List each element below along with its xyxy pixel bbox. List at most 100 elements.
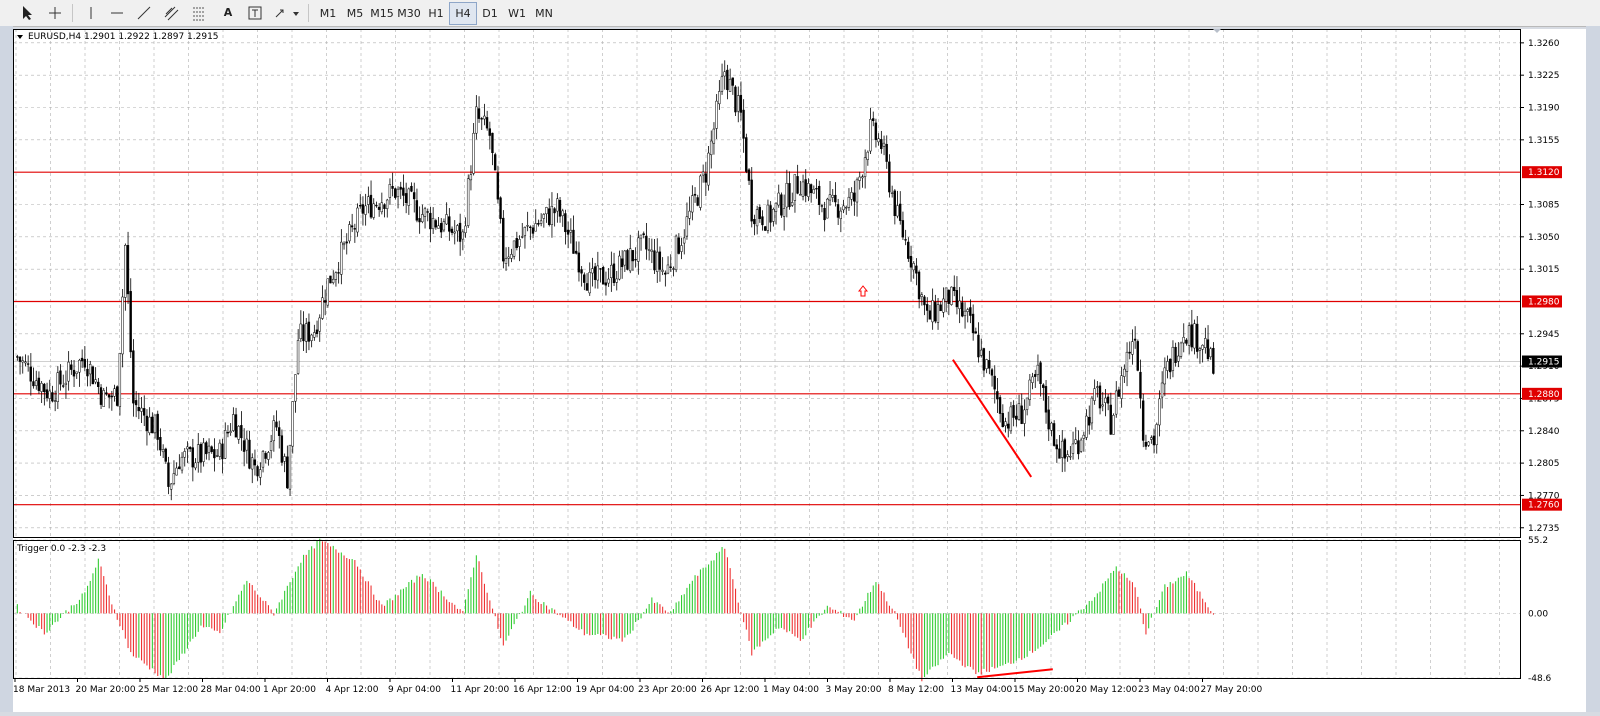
candle-bear xyxy=(1055,444,1058,450)
text-label-tool-button[interactable] xyxy=(244,2,266,23)
candle-bear xyxy=(1174,346,1177,363)
timeframe-m30-button[interactable]: M30 xyxy=(397,7,421,20)
timeframe-w1-button[interactable]: W1 xyxy=(508,7,526,20)
candle-bear xyxy=(226,432,230,434)
candle-bear xyxy=(361,204,365,214)
level-price-tag xyxy=(1522,498,1562,511)
candle-bull xyxy=(56,372,59,402)
candle-bull xyxy=(1163,367,1166,385)
current-price-tag xyxy=(1522,355,1562,368)
candle-bear xyxy=(583,274,586,283)
price-tick-label: 1.3190 xyxy=(1528,104,1560,114)
equidistant-channel-tool-button[interactable] xyxy=(160,2,184,23)
candle-bear xyxy=(634,259,637,261)
candle-bear xyxy=(907,241,910,259)
candle-bear xyxy=(580,269,583,274)
candle-bear xyxy=(574,250,578,254)
candle-bull xyxy=(507,256,510,259)
candle-bear xyxy=(909,255,913,268)
candle-bull xyxy=(1201,344,1204,350)
chart-canvas[interactable]: 1.3260 1.3225 1.3190 1.3155 1.3085 1.3050 1.30… xyxy=(13,29,1586,712)
candle-bull xyxy=(1025,397,1029,410)
crosshair-tool-button[interactable] xyxy=(44,2,66,23)
fibonacci-icon xyxy=(193,7,205,20)
candle-bear xyxy=(566,229,570,235)
candle-bear xyxy=(631,250,635,262)
candle-bull xyxy=(348,224,351,242)
price-tick-label: 1.2805 xyxy=(1528,459,1560,469)
candle-bear xyxy=(110,395,113,398)
candle-bull xyxy=(1114,390,1118,415)
candle-bull xyxy=(863,157,867,177)
candle-bull xyxy=(728,78,732,92)
time-label: 20 Mar 20:00 xyxy=(76,685,136,695)
candle-bear xyxy=(375,204,378,207)
fibonacci-tool-button[interactable] xyxy=(188,2,212,23)
vertical-line-icon xyxy=(90,6,92,19)
vertical-line-tool-button[interactable] xyxy=(80,2,102,23)
candle-bear xyxy=(80,357,84,362)
candle-bull xyxy=(942,298,945,313)
candle-bull xyxy=(520,236,524,238)
candle-bear xyxy=(853,192,856,202)
candle-bull xyxy=(858,176,861,181)
candle-bear xyxy=(86,368,89,377)
candle-bull xyxy=(707,152,710,186)
arrows-dropdown-button[interactable] xyxy=(272,2,302,23)
arrows-dropdown-icon xyxy=(275,9,299,17)
candle-bull xyxy=(720,76,724,92)
candle-bear xyxy=(302,324,305,342)
candle-bear xyxy=(1190,324,1193,348)
candle-bull xyxy=(766,204,770,231)
timeframe-h4-button[interactable]: H4 xyxy=(449,2,477,25)
candle-bear xyxy=(280,435,284,463)
timeframe-mn-button[interactable]: MN xyxy=(535,7,553,20)
candle-bear xyxy=(769,205,772,223)
candle-bear xyxy=(815,188,818,190)
candle-bear xyxy=(496,172,500,200)
candle-bull xyxy=(526,225,529,227)
candle-bear xyxy=(1098,385,1102,409)
candle-bear xyxy=(572,229,575,254)
candle-bear xyxy=(448,216,451,232)
candle-bull xyxy=(261,451,265,468)
indicator-panel-border xyxy=(13,540,1521,679)
text-tool-button[interactable]: A xyxy=(223,6,233,19)
crosshair-icon xyxy=(49,6,61,19)
timeframe-m15-button[interactable]: M15 xyxy=(370,7,394,20)
candle-bull xyxy=(701,171,705,176)
candle-bear xyxy=(939,304,942,312)
candle-bear xyxy=(642,233,645,235)
candle-bear xyxy=(488,128,491,136)
candle-bear xyxy=(480,118,483,120)
timeframe-m1-button[interactable]: M1 xyxy=(319,7,337,20)
candle-bear xyxy=(750,179,753,222)
candle-bull xyxy=(294,374,297,402)
cursor-tool-button[interactable] xyxy=(16,2,38,23)
candle-bull xyxy=(288,444,292,490)
time-label: 26 Apr 12:00 xyxy=(701,685,760,695)
candle-bear xyxy=(491,132,494,154)
candle-bear xyxy=(1141,400,1145,441)
candle-bull xyxy=(21,360,24,363)
timeframe-m5-button[interactable]: M5 xyxy=(346,7,364,20)
horizontal-line-tool-button[interactable] xyxy=(106,2,128,23)
candle-bull xyxy=(556,198,559,212)
candle-bull xyxy=(772,208,775,222)
candle-bull xyxy=(269,441,273,451)
candle-bear xyxy=(383,204,386,209)
candle-bear xyxy=(726,69,729,91)
candle-bear xyxy=(880,139,883,150)
candle-bull xyxy=(388,184,392,198)
timeframe-d1-button[interactable]: D1 xyxy=(482,7,498,20)
trendline-tool-button[interactable] xyxy=(133,2,155,23)
candle-bull xyxy=(483,115,486,120)
candle-bull xyxy=(140,407,143,412)
candle-bear xyxy=(1185,339,1188,344)
timeframe-h1-button[interactable]: H1 xyxy=(428,7,444,20)
chart-window[interactable]: 1.3260 1.3225 1.3190 1.3155 1.3085 1.3050 1.30… xyxy=(13,29,1586,712)
candle-bear xyxy=(645,235,648,250)
candle-bear xyxy=(450,228,454,233)
candle-bull xyxy=(48,390,51,399)
candle-bull xyxy=(1120,375,1123,399)
